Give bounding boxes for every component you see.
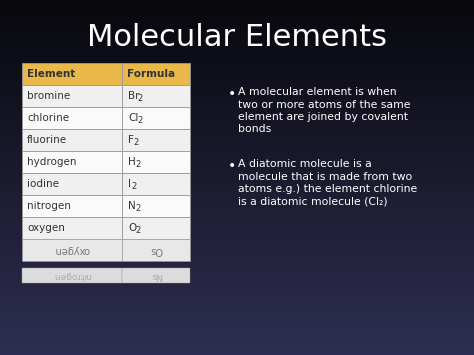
Text: Molecular Elements: Molecular Elements <box>87 22 387 51</box>
Bar <box>22 268 122 283</box>
Bar <box>122 63 190 85</box>
Text: 2: 2 <box>131 182 137 191</box>
Text: O: O <box>128 223 136 233</box>
Text: chlorine: chlorine <box>27 113 69 123</box>
Bar <box>22 239 122 261</box>
Bar <box>122 268 190 283</box>
Text: Os: Os <box>150 245 163 255</box>
Text: oxygen: oxygen <box>54 245 90 255</box>
Text: Br: Br <box>128 91 139 101</box>
Bar <box>22 129 122 151</box>
Bar <box>22 107 122 129</box>
Bar <box>22 63 122 85</box>
Text: N: N <box>128 201 136 211</box>
Text: Ns: Ns <box>150 271 162 280</box>
Bar <box>122 239 190 261</box>
Text: nitrogen: nitrogen <box>53 271 91 280</box>
Text: I: I <box>128 179 131 189</box>
Text: Cl: Cl <box>128 113 138 123</box>
Text: is a diatomic molecule (Cl₂): is a diatomic molecule (Cl₂) <box>238 197 388 207</box>
Text: bromine: bromine <box>27 91 70 101</box>
Bar <box>122 195 190 217</box>
Text: Formula: Formula <box>127 69 175 79</box>
Text: bonds: bonds <box>238 125 271 135</box>
Text: element are joined by covalent: element are joined by covalent <box>238 112 408 122</box>
Text: fluorine: fluorine <box>27 135 67 145</box>
Text: two or more atoms of the same: two or more atoms of the same <box>238 99 410 109</box>
Text: 2: 2 <box>135 226 140 235</box>
Text: atoms e.g.) the element chlorine: atoms e.g.) the element chlorine <box>238 184 417 194</box>
Text: molecule that is made from two: molecule that is made from two <box>238 171 412 181</box>
Text: Element: Element <box>27 69 75 79</box>
Bar <box>22 85 122 107</box>
Text: hydrogen: hydrogen <box>27 157 76 167</box>
Text: H: H <box>128 157 136 167</box>
Bar <box>122 107 190 129</box>
Text: iodine: iodine <box>27 179 59 189</box>
Text: 2: 2 <box>137 116 143 125</box>
Bar <box>122 85 190 107</box>
Bar <box>122 217 190 239</box>
Bar <box>22 217 122 239</box>
Text: •: • <box>228 87 236 101</box>
Bar <box>122 129 190 151</box>
Text: nitrogen: nitrogen <box>27 201 71 211</box>
Text: 2: 2 <box>133 138 138 147</box>
Text: F: F <box>128 135 134 145</box>
Bar <box>22 151 122 173</box>
Text: •: • <box>228 159 236 173</box>
Text: A diatomic molecule is a: A diatomic molecule is a <box>238 159 372 169</box>
Bar <box>22 195 122 217</box>
Text: A molecular element is when: A molecular element is when <box>238 87 397 97</box>
Text: oxygen: oxygen <box>27 223 65 233</box>
Bar <box>122 173 190 195</box>
Bar <box>122 151 190 173</box>
Text: 2: 2 <box>137 94 143 103</box>
Text: 2: 2 <box>136 204 141 213</box>
Text: 2: 2 <box>135 160 140 169</box>
Bar <box>22 173 122 195</box>
